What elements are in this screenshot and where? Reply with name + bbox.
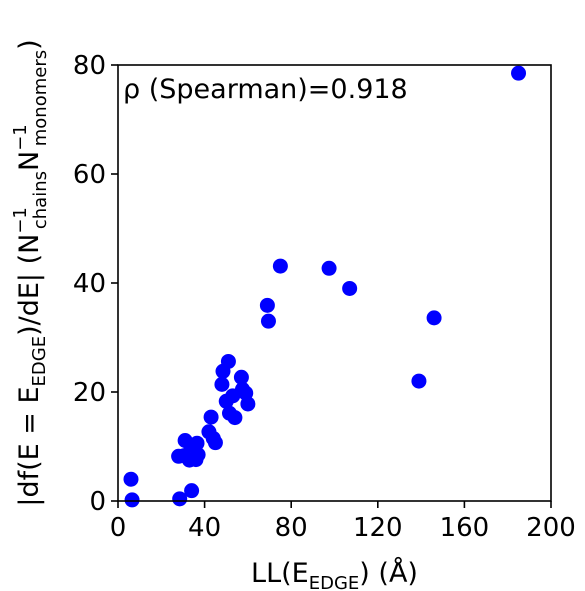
data-point-13: [203, 409, 219, 425]
y-title-p1-sub: EDGE: [29, 336, 50, 387]
y-tick-label: 20: [73, 378, 106, 408]
x-tick-label: 120: [353, 513, 403, 543]
data-point-3: [172, 491, 188, 507]
data-points: [123, 65, 527, 508]
x-title-sub: EDGE: [309, 573, 360, 591]
y-title-p2-sup: −1: [10, 207, 31, 234]
x-axis-ticks: 0 40 80 120 160 200: [110, 501, 576, 543]
x-title-main: LL(E: [251, 558, 309, 589]
y-axis-title: |df(E = EEDGE)/dE| (N−1chainsN−1monomers…: [10, 39, 51, 506]
data-point-30: [321, 260, 337, 276]
data-point-29: [272, 258, 288, 274]
y-title-p2-sub: chains: [30, 171, 51, 229]
data-point-0: [123, 471, 139, 487]
y-axis-ticks: 0 20 40 60 80: [73, 51, 118, 517]
data-point-8: [184, 483, 200, 499]
data-point-19: [220, 353, 236, 369]
data-point-16: [214, 376, 230, 392]
data-point-1: [124, 492, 140, 508]
data-point-22: [227, 410, 243, 426]
y-title-p3-sup: −1: [10, 124, 31, 151]
y-title-p3: N: [14, 151, 45, 171]
x-tick-label: 200: [526, 513, 576, 543]
y-tick-label: 60: [73, 160, 106, 190]
y-title-p1: |df(E = E: [14, 386, 45, 506]
data-point-15: [207, 435, 223, 451]
y-title-p3-sub: monomers: [30, 50, 51, 146]
data-point-34: [511, 65, 527, 81]
x-title-tail: ) (Å): [359, 557, 418, 589]
x-tick-label: 40: [188, 513, 221, 543]
y-tick-label: 80: [73, 51, 106, 81]
data-point-33: [426, 310, 442, 326]
y-title-p4: ): [14, 39, 45, 50]
x-axis-title: LL(EEDGE) (Å): [251, 557, 418, 591]
data-point-32: [411, 373, 427, 389]
data-point-31: [342, 280, 358, 296]
data-point-11: [190, 447, 206, 463]
data-point-10: [189, 435, 205, 451]
data-point-26: [240, 396, 256, 412]
data-point-23: [233, 369, 249, 385]
y-title-p2: )/dE| (N: [14, 234, 45, 336]
spearman-annotation: ρ (Spearman)=0.918: [123, 74, 408, 105]
x-tick-label: 160: [440, 513, 490, 543]
x-tick-label: 80: [275, 513, 308, 543]
data-point-27: [259, 297, 275, 313]
x-tick-label: 0: [110, 513, 127, 543]
data-point-28: [260, 313, 276, 329]
y-tick-label: 40: [73, 269, 106, 299]
y-tick-label: 0: [89, 487, 106, 517]
